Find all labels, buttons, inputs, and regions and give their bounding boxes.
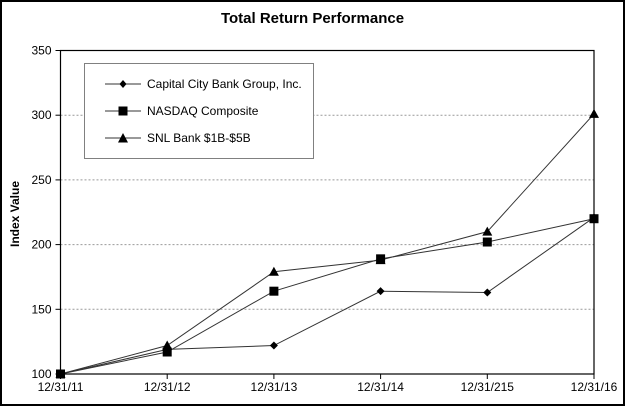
svg-text:12/31/12: 12/31/12 [144, 380, 191, 394]
svg-text:250: 250 [31, 173, 51, 187]
svg-text:12/31/14: 12/31/14 [357, 380, 404, 394]
legend-label: SNL Bank $1B-$5B [147, 131, 251, 146]
svg-text:300: 300 [31, 108, 51, 122]
legend: Capital City Bank Group, Inc. NASDAQ Com… [84, 63, 314, 159]
legend-item-ccbg: Capital City Bank Group, Inc. [105, 77, 309, 91]
svg-text:12/31/13: 12/31/13 [251, 380, 298, 394]
diamond-marker-icon [105, 79, 141, 88]
triangle-marker-icon [105, 133, 141, 143]
svg-text:200: 200 [31, 238, 51, 252]
svg-text:350: 350 [31, 44, 51, 58]
legend-item-snl: SNL Bank $1B-$5B [105, 131, 309, 145]
svg-text:150: 150 [31, 302, 51, 316]
chart-title: Total Return Performance [220, 10, 405, 27]
svg-text:12/31/215: 12/31/215 [461, 380, 515, 394]
svg-text:12/31/11: 12/31/11 [38, 380, 84, 394]
legend-item-nasdaq: NASDAQ Composite [105, 104, 309, 118]
legend-label: NASDAQ Composite [147, 103, 259, 118]
square-marker-icon [105, 106, 141, 116]
legend-label: Capital City Bank Group, Inc. [147, 76, 302, 91]
svg-text:12/31/16: 12/31/16 [571, 380, 618, 394]
svg-text:100: 100 [31, 367, 51, 381]
